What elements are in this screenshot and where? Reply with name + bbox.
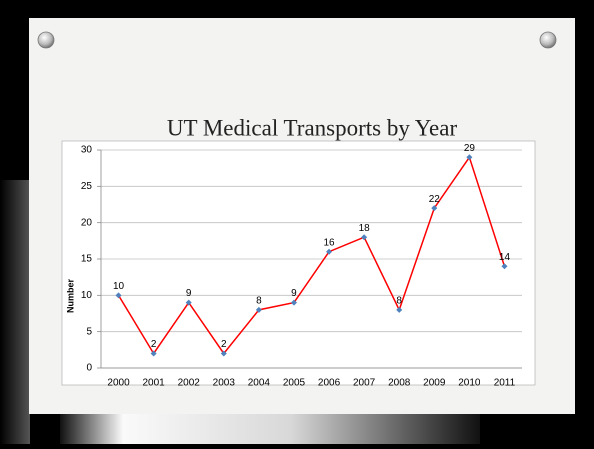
- x-tick-label: 2008: [388, 378, 411, 389]
- data-label: 2: [221, 339, 227, 350]
- data-label: 9: [291, 288, 297, 299]
- data-label: 29: [464, 143, 476, 154]
- marker: [326, 248, 333, 255]
- marker: [220, 350, 227, 357]
- x-tick-label: 2007: [353, 378, 376, 389]
- marker: [255, 306, 262, 313]
- chart-title: UT Medical Transports by Year: [167, 115, 458, 140]
- y-tick-label: 30: [81, 145, 93, 156]
- x-tick-label: 2011: [494, 378, 516, 389]
- marker: [290, 299, 297, 306]
- y-tick-label: 15: [81, 254, 93, 265]
- background-shade: [60, 410, 480, 444]
- data-label: 8: [396, 296, 402, 307]
- background-shade: [0, 180, 30, 444]
- data-line: [117, 155, 506, 355]
- x-tick-label: 2004: [248, 378, 271, 389]
- data-label: 2: [151, 339, 157, 350]
- y-axis-label: Number: [65, 279, 75, 314]
- data-label: 18: [359, 223, 371, 234]
- data-label: 9: [186, 288, 192, 299]
- data-label: 22: [429, 194, 441, 205]
- x-tick-label: 2009: [423, 378, 446, 389]
- y-tick-label: 20: [81, 217, 93, 228]
- y-tick-label: 10: [81, 290, 93, 301]
- x-tick-label: 2000: [107, 378, 130, 389]
- x-tick-label: 2003: [213, 378, 236, 389]
- x-tick-label: 2005: [283, 378, 306, 389]
- y-tick-label: 5: [86, 326, 92, 337]
- data-label: 10: [113, 281, 125, 292]
- marker: [431, 205, 438, 212]
- data-label: 16: [323, 237, 335, 248]
- chart-area: [61, 140, 536, 386]
- y-tick-label: 0: [86, 363, 92, 374]
- marker: [466, 154, 473, 161]
- marker: [396, 306, 403, 313]
- x-tick-label: 2006: [318, 378, 341, 389]
- y-tick-label: 25: [81, 181, 93, 192]
- marker: [150, 350, 157, 357]
- x-tick-label: 2010: [458, 378, 481, 389]
- data-label: 8: [256, 296, 262, 307]
- marker: [361, 234, 368, 241]
- marker: [115, 292, 122, 299]
- marker: [501, 263, 508, 270]
- pin: [539, 31, 557, 49]
- data-label: 14: [499, 252, 511, 263]
- pin: [37, 31, 55, 49]
- x-tick-label: 2002: [178, 378, 201, 389]
- x-tick-label: 2001: [143, 378, 166, 389]
- marker: [185, 299, 192, 306]
